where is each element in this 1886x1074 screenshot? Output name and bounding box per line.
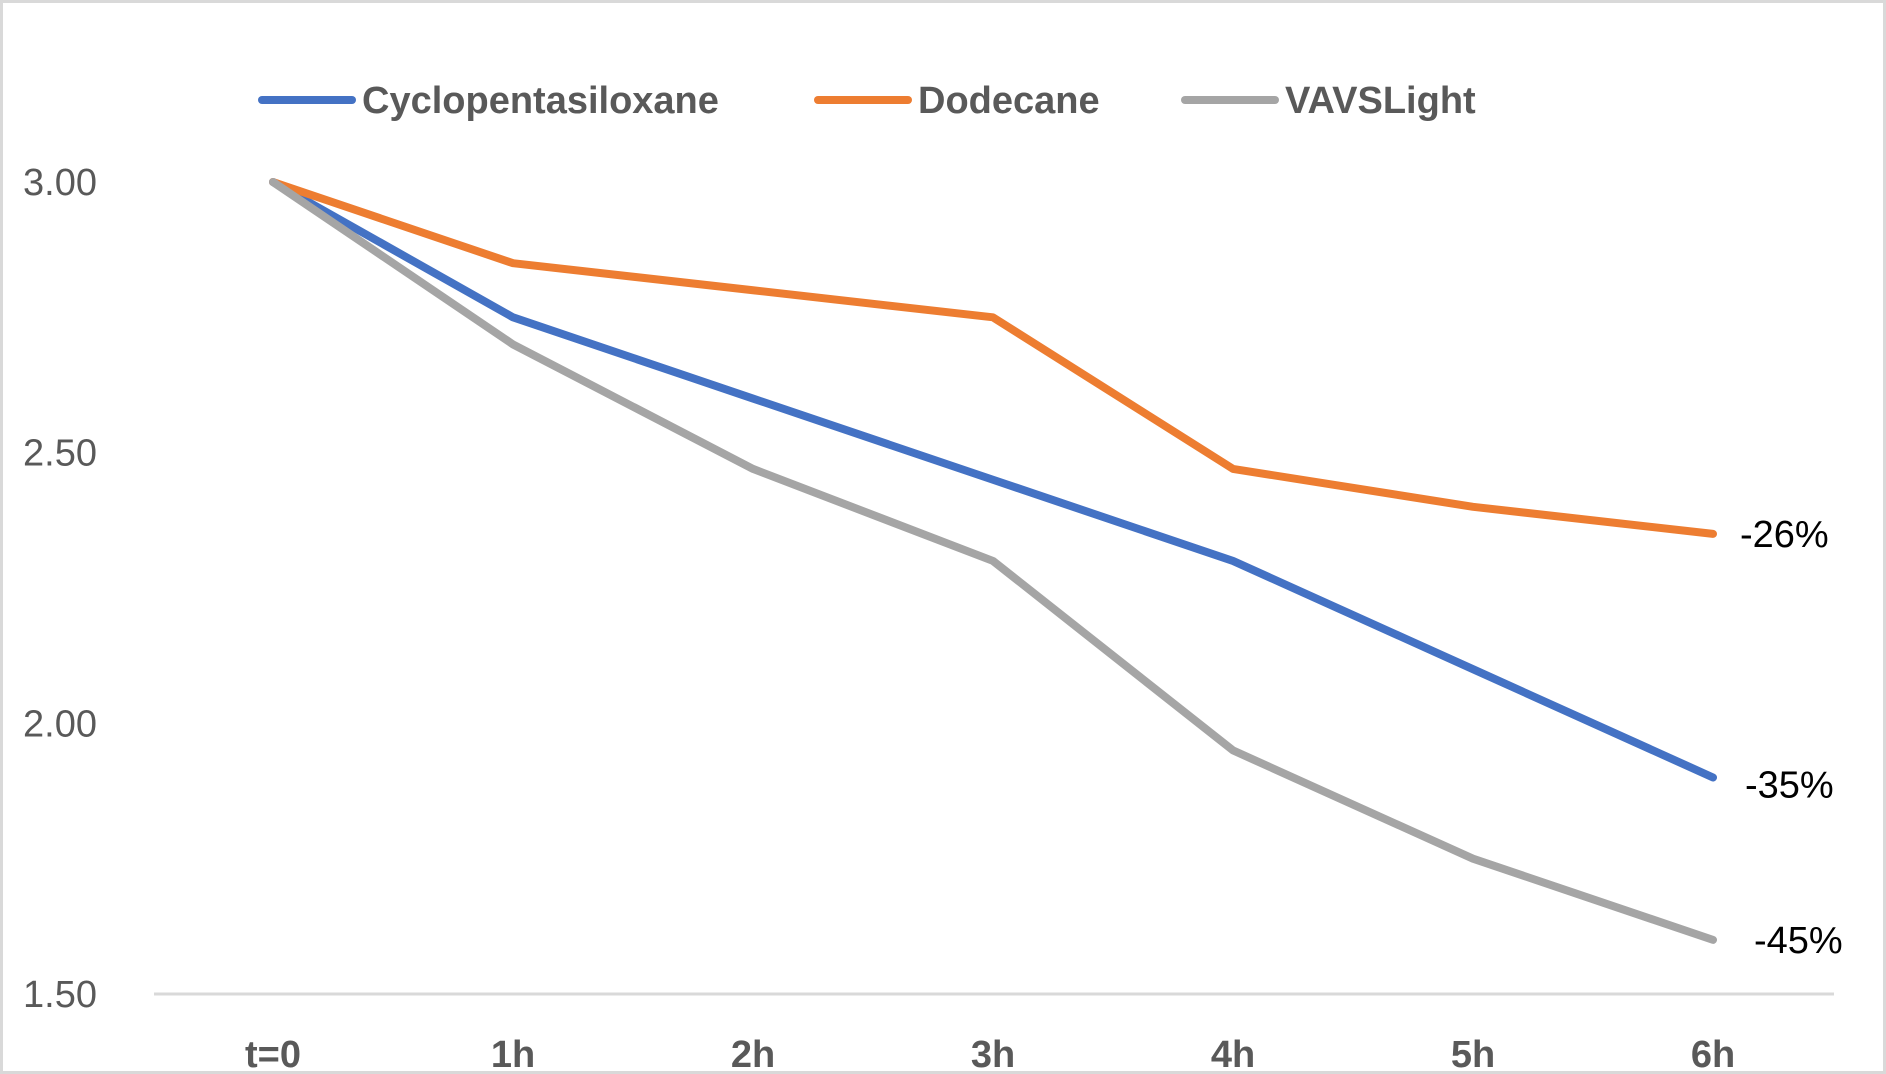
- y-tick-label: 2.50: [23, 433, 97, 475]
- series-line-dodecane: [269, 178, 1717, 538]
- x-tick-label: 3h: [971, 1034, 1015, 1074]
- y-tick-label: 2.00: [23, 703, 97, 745]
- legend-label: Cyclopentasiloxane: [362, 80, 719, 122]
- x-tick-label: 1h: [491, 1034, 535, 1074]
- y-tick-label: 3.00: [23, 162, 97, 204]
- x-tick-label: 2h: [731, 1034, 775, 1074]
- x-tick-label: 4h: [1211, 1034, 1255, 1074]
- end-label: -35%: [1745, 764, 1834, 806]
- legend-label: VAVSLight: [1285, 80, 1476, 122]
- line-chart: 3.00 2.50 2.00 1.50 t=0 1h 2h 3h 4h 5h 6h -35% Cyclo…: [23, 80, 1843, 1074]
- y-tick-label: 1.50: [23, 974, 97, 1016]
- x-tick-label: t=0: [245, 1034, 301, 1074]
- x-tick-label: 6h: [1691, 1034, 1735, 1074]
- legend-label: Dodecane: [918, 80, 1100, 122]
- end-label: -26%: [1740, 514, 1829, 556]
- series-line-cyclopentasiloxane: [269, 178, 1717, 782]
- x-tick-label: 5h: [1451, 1034, 1495, 1074]
- series-line-vavslight: [269, 178, 1717, 944]
- end-label: -45%: [1754, 920, 1843, 962]
